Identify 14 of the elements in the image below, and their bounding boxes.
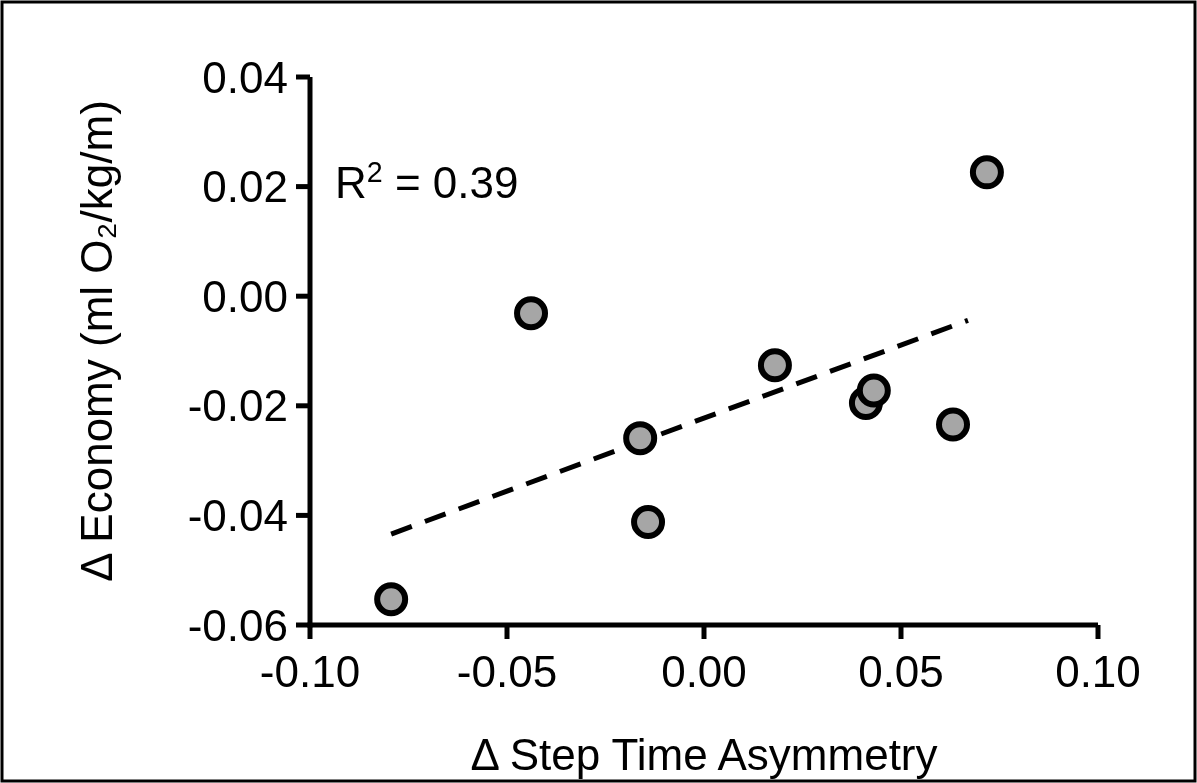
y-tick-label: 0.00 <box>202 271 288 321</box>
x-tick-label: -0.10 <box>259 647 361 696</box>
annotation: R$^{2}$ = 0.39 <box>335 156 519 207</box>
y-tick-label: 0.04 <box>202 52 288 102</box>
x-tick-label: 0.00 <box>661 647 747 696</box>
y-tick-label: -0.04 <box>187 490 288 540</box>
y-tick-label: 0.02 <box>202 162 288 212</box>
y-tick-label: -0.02 <box>187 381 288 431</box>
x-axis-title: Δ Step Time Asymmetry <box>470 730 938 779</box>
y-axis-title: Δ Economy (ml O₂/kg/m) <box>72 100 121 582</box>
x-tick-label: -0.05 <box>456 647 558 696</box>
x-tick-label: 0.10 <box>1055 647 1141 696</box>
x-tick-label: 0.05 <box>858 647 944 696</box>
y-tick-label: -0.06 <box>187 600 288 650</box>
